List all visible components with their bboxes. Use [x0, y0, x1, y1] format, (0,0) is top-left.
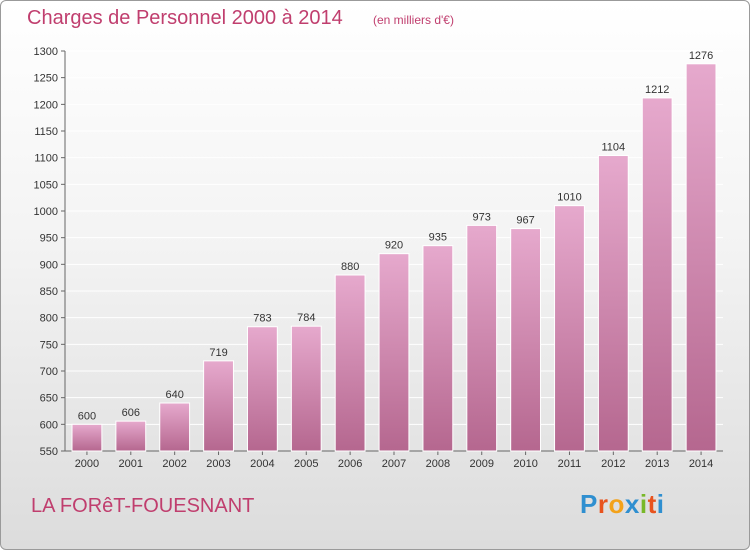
bar-2001 [115, 420, 147, 452]
bar-2013 [641, 97, 673, 452]
bar-2010 [510, 228, 542, 452]
x-tick-label-2011: 2011 [558, 458, 582, 470]
bar-2014 [685, 63, 717, 452]
bar-2007 [378, 253, 410, 452]
y-tick-label: 1150 [34, 126, 58, 138]
data-label-2001: 606 [122, 407, 140, 419]
x-tick-label-2005: 2005 [294, 458, 318, 470]
bar-2004 [246, 326, 278, 452]
y-tick-label: 550 [40, 446, 58, 458]
x-tick-label-2000: 2000 [75, 458, 99, 470]
y-tick-label: 900 [40, 259, 58, 271]
x-tick-label-2007: 2007 [382, 458, 406, 470]
x-tick-label-2002: 2002 [162, 458, 186, 470]
y-tick-label: 1200 [34, 99, 58, 111]
bar-2002 [159, 402, 191, 452]
bar-2009 [466, 224, 498, 452]
data-label-2002: 640 [165, 389, 183, 401]
x-tick-label-2014: 2014 [689, 458, 713, 470]
data-label-2014: 1276 [689, 50, 713, 62]
y-tick-label: 850 [40, 286, 58, 298]
y-tick-label: 650 [40, 393, 58, 405]
y-tick-label: 1100 [34, 153, 58, 165]
y-tick-label: 1000 [34, 206, 58, 218]
x-tick-label-2001: 2001 [119, 458, 143, 470]
data-label-2007: 920 [385, 240, 403, 252]
x-tick-label-2012: 2012 [601, 458, 625, 470]
bar-2005 [290, 325, 322, 452]
data-label-2000: 600 [78, 410, 96, 422]
data-label-2009: 973 [473, 211, 491, 223]
data-label-2003: 719 [209, 347, 227, 359]
logo-letter: P [580, 489, 598, 519]
x-tick-label-2009: 2009 [469, 458, 493, 470]
x-tick-label-2013: 2013 [645, 458, 669, 470]
y-tick-label: 700 [40, 366, 58, 378]
bar-2000 [71, 423, 103, 452]
x-tick-label-2010: 2010 [513, 458, 537, 470]
data-label-2004: 783 [253, 313, 271, 325]
data-label-2010: 967 [516, 215, 534, 227]
x-tick-label-2006: 2006 [338, 458, 362, 470]
logo-letter: i [639, 489, 648, 519]
x-tick-label-2004: 2004 [250, 458, 274, 470]
data-label-2012: 1104 [602, 142, 626, 154]
bar-2006 [334, 274, 366, 452]
logo-letter: o [608, 489, 625, 519]
bars [71, 63, 717, 452]
data-label-2006: 880 [341, 261, 359, 273]
logo-letter: r [597, 489, 609, 519]
chart-subtitle: (en milliers d'€) [373, 13, 454, 27]
x-tick-label-2008: 2008 [426, 458, 450, 470]
data-label-2005: 784 [297, 312, 315, 324]
data-label-2011: 1010 [557, 192, 581, 204]
data-label-2008: 935 [429, 232, 447, 244]
y-tick-label: 1050 [34, 179, 58, 191]
x-tick-label-2003: 2003 [206, 458, 230, 470]
logo-letter: x [624, 489, 640, 519]
y-tick-label: 800 [40, 313, 58, 325]
proxiti-logo: Proxiti [580, 489, 664, 520]
logo-letter: t [647, 489, 657, 519]
bar-2011 [554, 205, 585, 452]
bar-2008 [422, 245, 454, 452]
y-tick-label: 600 [40, 419, 58, 431]
axes: 550 600 650 700 750 800 850 900 950 1000 1050 1100 1… [34, 46, 723, 470]
y-tick-label: 1300 [34, 46, 58, 58]
data-label-2013: 1212 [645, 84, 669, 96]
logo-letter: i [656, 489, 665, 519]
bar-2012 [597, 155, 629, 452]
y-tick-label: 950 [40, 233, 58, 245]
y-tick-label: 750 [40, 339, 58, 351]
y-tick-label: 1250 [34, 73, 58, 85]
commune-name: LA FORêT-FOUESNANT [31, 495, 255, 517]
labels: 600 606 640 719 783 784 880 920 935 973 967 1010 110… [78, 50, 714, 423]
chart-title: Charges de Personnel 2000 à 2014 [27, 7, 343, 29]
bar-2003 [203, 360, 234, 452]
